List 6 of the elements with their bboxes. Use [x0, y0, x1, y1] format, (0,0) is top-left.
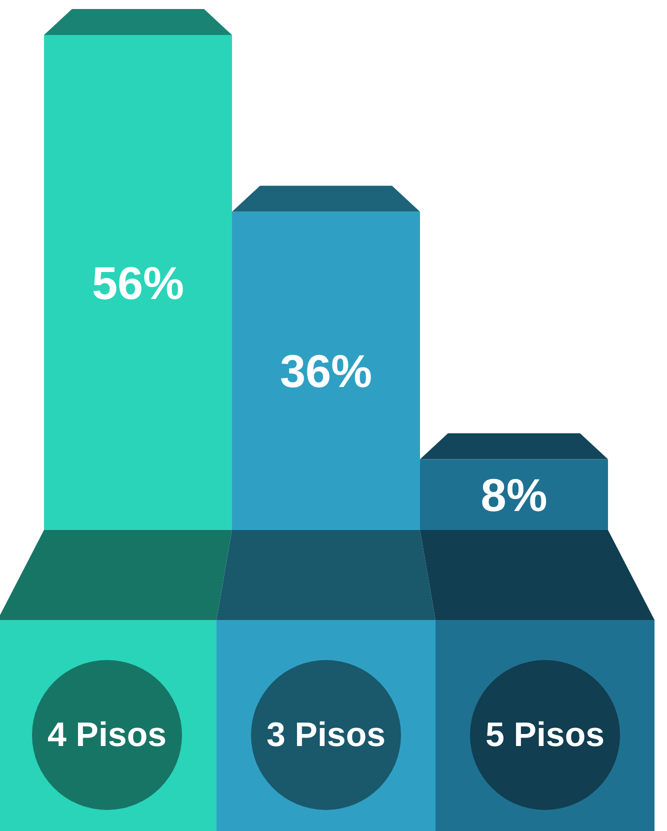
data-label: 56% — [92, 256, 184, 309]
x-tick-label: 4 Pisos — [47, 716, 167, 754]
data-label: 36% — [280, 345, 372, 398]
x-tick-label: 5 Pisos — [485, 716, 605, 754]
x-tick-label: 3 Pisos — [266, 716, 386, 754]
data-label: 8% — [480, 468, 548, 521]
